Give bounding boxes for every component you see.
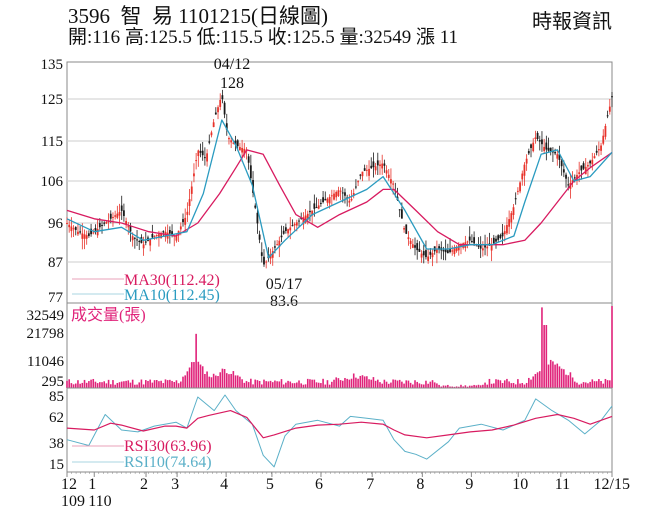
y-tick-label: 115: [41, 134, 63, 150]
x-tick-label: 8: [416, 476, 424, 493]
rsi-tick-label: 62: [49, 410, 64, 426]
ma10-line: [66, 119, 613, 259]
x-tick-label: 3: [171, 476, 179, 493]
rsi-panel: 85 62 38 15 RSI30(63.96)RSI10(74.64): [49, 387, 613, 473]
x-tick-label: 9: [465, 476, 473, 493]
rsi-tick-label: 85: [49, 389, 64, 405]
x-tick-label: 12: [61, 476, 77, 493]
rsi-tick-label: 15: [49, 457, 64, 473]
chart-title: 3596 智 易 1101215(日線圖): [68, 4, 328, 28]
rsi10-line: [66, 394, 613, 468]
volume-tick-label: 21798: [27, 326, 65, 342]
x-year-label: 110: [88, 493, 111, 510]
high-date-label: 04/12: [214, 56, 250, 73]
rsi30-legend: RSI30(63.96): [124, 438, 212, 455]
low-date-label: 05/17: [266, 276, 302, 293]
y-tick-label: 77: [48, 290, 64, 306]
x-tick-label: 4: [220, 476, 228, 493]
low-value-label: 83.6: [270, 293, 298, 310]
ma30-legend: MA30(112.42): [124, 272, 220, 289]
y-tick-label: 87: [48, 255, 64, 271]
ohlc-summary: 開:116 高:125.5 低:115.5 收:125.5 量:32549 漲 …: [68, 27, 459, 48]
brand-label: 時報資訊: [532, 11, 612, 33]
x-tick-label: 5: [266, 476, 274, 493]
rsi-tick-label: 38: [49, 436, 64, 452]
volume-tick-label: 32549: [27, 308, 65, 324]
y-tick-label: 125: [41, 92, 64, 108]
volume-panel: 32549 21798 11046 295 成交量(張): [27, 302, 613, 390]
rsi10-legend: RSI10(74.64): [124, 454, 212, 471]
y-tick-label: 135: [41, 57, 64, 73]
volume-legend: 成交量(張): [71, 306, 146, 324]
volume-tick-label: 295: [42, 374, 65, 390]
x-tick-label: 12/15: [594, 476, 630, 493]
rsi30-line: [66, 410, 613, 439]
volume-tick-label: 11046: [27, 354, 64, 370]
y-tick-label: 96: [48, 216, 64, 232]
price-frame: [66, 61, 613, 304]
x-tick-label: 2: [140, 476, 148, 493]
y-tick-label: 106: [41, 174, 64, 190]
x-tick-label: 11: [555, 476, 570, 493]
x-year-label: 109: [61, 493, 85, 510]
high-value-label: 128: [220, 75, 244, 92]
x-tick-label: 6: [315, 476, 323, 493]
x-tick-label: 1: [88, 476, 96, 493]
x-tick-label: 7: [366, 476, 374, 493]
ma30-line: [66, 149, 613, 246]
ma10-legend: MA10(112.45): [124, 287, 220, 304]
x-tick-label: 10: [512, 476, 528, 493]
